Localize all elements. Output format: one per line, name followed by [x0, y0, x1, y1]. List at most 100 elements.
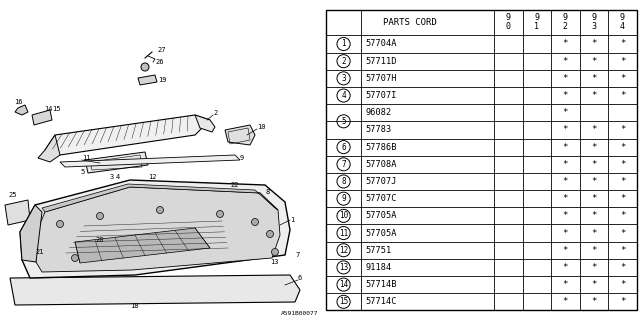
Text: 20: 20 — [95, 237, 104, 243]
Text: 9
2: 9 2 — [563, 13, 568, 31]
Text: *: * — [591, 297, 596, 306]
Text: *: * — [620, 194, 625, 203]
Text: *: * — [620, 125, 625, 134]
Text: 25: 25 — [8, 192, 17, 198]
Text: 11: 11 — [339, 228, 348, 237]
Polygon shape — [225, 125, 255, 145]
Circle shape — [271, 249, 278, 255]
Text: *: * — [563, 297, 568, 306]
Text: *: * — [563, 212, 568, 220]
Text: PARTS CORD: PARTS CORD — [383, 18, 437, 27]
Text: 57714C: 57714C — [365, 297, 397, 306]
Text: *: * — [563, 263, 568, 272]
Circle shape — [56, 220, 63, 228]
Text: *: * — [591, 160, 596, 169]
Text: 5: 5 — [341, 117, 346, 126]
Text: 57705A: 57705A — [365, 212, 397, 220]
Text: *: * — [620, 246, 625, 255]
Polygon shape — [60, 155, 240, 167]
Text: 7: 7 — [295, 252, 300, 258]
Text: 2: 2 — [213, 110, 217, 116]
Text: *: * — [563, 57, 568, 66]
Text: *: * — [591, 177, 596, 186]
Polygon shape — [85, 152, 148, 173]
Text: 57786B: 57786B — [365, 143, 397, 152]
Text: 57707I: 57707I — [365, 91, 397, 100]
Text: *: * — [620, 280, 625, 289]
Text: *: * — [591, 194, 596, 203]
Text: *: * — [563, 246, 568, 255]
Text: 4: 4 — [341, 91, 346, 100]
Polygon shape — [42, 184, 278, 212]
Text: *: * — [620, 143, 625, 152]
Text: *: * — [591, 280, 596, 289]
Text: *: * — [620, 74, 625, 83]
Circle shape — [266, 230, 273, 237]
Text: *: * — [591, 228, 596, 237]
Text: 57714B: 57714B — [365, 280, 397, 289]
Text: 6: 6 — [298, 275, 302, 281]
Text: 57708A: 57708A — [365, 160, 397, 169]
Circle shape — [157, 206, 163, 213]
Text: 9
3: 9 3 — [591, 13, 596, 31]
Text: 10: 10 — [339, 212, 348, 220]
Text: *: * — [563, 91, 568, 100]
Text: 12: 12 — [339, 246, 348, 255]
Circle shape — [97, 212, 104, 220]
Text: 57751: 57751 — [365, 246, 392, 255]
Text: 14: 14 — [44, 106, 52, 112]
Text: *: * — [591, 263, 596, 272]
Polygon shape — [38, 135, 60, 162]
Text: *: * — [591, 91, 596, 100]
Polygon shape — [45, 115, 210, 155]
Text: *: * — [563, 160, 568, 169]
Text: 26: 26 — [155, 59, 163, 65]
Polygon shape — [34, 187, 280, 272]
Text: *: * — [563, 143, 568, 152]
Text: 11: 11 — [82, 155, 90, 161]
Text: 13: 13 — [270, 259, 278, 265]
Text: 9
0: 9 0 — [506, 13, 511, 31]
Polygon shape — [32, 110, 52, 125]
Text: 14: 14 — [339, 280, 348, 289]
Polygon shape — [138, 75, 157, 85]
Text: 57707H: 57707H — [365, 74, 397, 83]
Text: *: * — [591, 246, 596, 255]
Text: 96082: 96082 — [365, 108, 392, 117]
Text: 21: 21 — [35, 249, 44, 255]
Text: 19: 19 — [158, 77, 166, 83]
Text: 4: 4 — [116, 174, 120, 180]
Text: *: * — [620, 263, 625, 272]
Text: 8: 8 — [265, 189, 269, 195]
Polygon shape — [75, 228, 210, 263]
Text: 9
4: 9 4 — [620, 13, 625, 31]
Text: *: * — [591, 39, 596, 48]
Text: 13: 13 — [339, 263, 348, 272]
Text: 91184: 91184 — [365, 263, 392, 272]
Text: *: * — [591, 212, 596, 220]
Polygon shape — [20, 205, 42, 262]
Text: 9: 9 — [341, 194, 346, 203]
Text: 27: 27 — [157, 47, 166, 53]
Text: 57711D: 57711D — [365, 57, 397, 66]
Text: 8: 8 — [341, 177, 346, 186]
Text: *: * — [591, 57, 596, 66]
Polygon shape — [20, 180, 290, 278]
Text: 57704A: 57704A — [365, 39, 397, 48]
Text: *: * — [563, 39, 568, 48]
Text: *: * — [620, 160, 625, 169]
Text: 57705A: 57705A — [365, 228, 397, 237]
Text: *: * — [591, 143, 596, 152]
Text: *: * — [620, 57, 625, 66]
Text: *: * — [563, 74, 568, 83]
Text: 7: 7 — [341, 160, 346, 169]
Text: *: * — [620, 212, 625, 220]
Text: 16: 16 — [14, 99, 22, 105]
Text: 22: 22 — [230, 182, 239, 188]
Text: 57783: 57783 — [365, 125, 392, 134]
Text: 3: 3 — [341, 74, 346, 83]
Text: 18: 18 — [130, 303, 138, 309]
Polygon shape — [10, 275, 300, 305]
Text: *: * — [563, 177, 568, 186]
Text: *: * — [563, 280, 568, 289]
